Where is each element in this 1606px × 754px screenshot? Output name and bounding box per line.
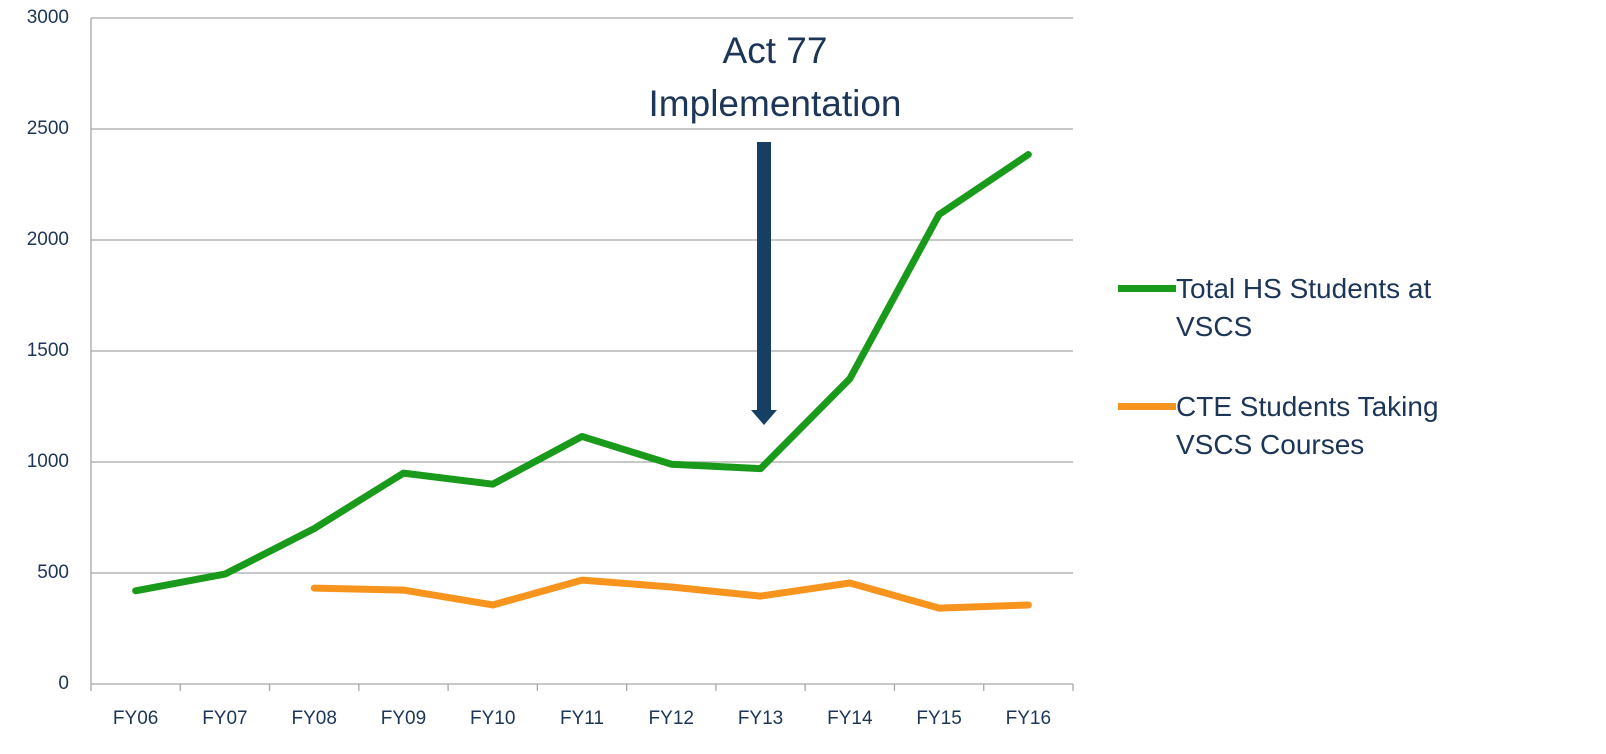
x-tick-label: FY14 bbox=[827, 708, 873, 729]
x-tick-label: FY06 bbox=[113, 708, 158, 729]
legend-entry: Total HS Students at VSCS bbox=[1118, 270, 1518, 346]
y-tick-label: 1500 bbox=[27, 340, 69, 361]
x-tick-label: FY08 bbox=[291, 708, 336, 729]
legend-label: Total HS Students at VSCS bbox=[1176, 273, 1432, 342]
legend-label: CTE Students Taking VSCS Courses bbox=[1176, 391, 1439, 460]
x-tick-label: FY16 bbox=[1006, 708, 1051, 729]
annotation: Act 77 bbox=[723, 30, 828, 71]
plot: 0 500 1000 1500 2000 2500 3000 FY06 FY07 FY08 FY09… bbox=[27, 7, 1074, 729]
y-tick-label: 2000 bbox=[27, 229, 69, 250]
y-tick-label: 2500 bbox=[27, 118, 69, 139]
legend-swatch bbox=[1118, 403, 1176, 410]
legend-swatch bbox=[1118, 285, 1176, 292]
y-tick-label: 500 bbox=[37, 562, 69, 583]
x-tick-label: FY15 bbox=[916, 708, 961, 729]
arrow-shaft bbox=[757, 142, 771, 410]
arrow-head bbox=[751, 410, 777, 425]
y-tick-label: 0 bbox=[58, 673, 69, 694]
y-tick-label: 1000 bbox=[27, 451, 69, 472]
x-tick-label: FY10 bbox=[470, 708, 515, 729]
x-tick-label: FY11 bbox=[560, 708, 604, 729]
x-tick-label: FY12 bbox=[649, 708, 694, 729]
x-tick-label: FY07 bbox=[202, 708, 247, 729]
legend-entry: CTE Students Taking VSCS Courses bbox=[1118, 388, 1518, 464]
x-tick-label: FY13 bbox=[738, 708, 783, 729]
annotation: Implementation bbox=[649, 83, 902, 124]
series-line bbox=[132, 151, 1032, 595]
x-tick-label: FY09 bbox=[381, 708, 426, 729]
y-tick-label: 3000 bbox=[27, 7, 69, 28]
series-line bbox=[310, 576, 1032, 612]
